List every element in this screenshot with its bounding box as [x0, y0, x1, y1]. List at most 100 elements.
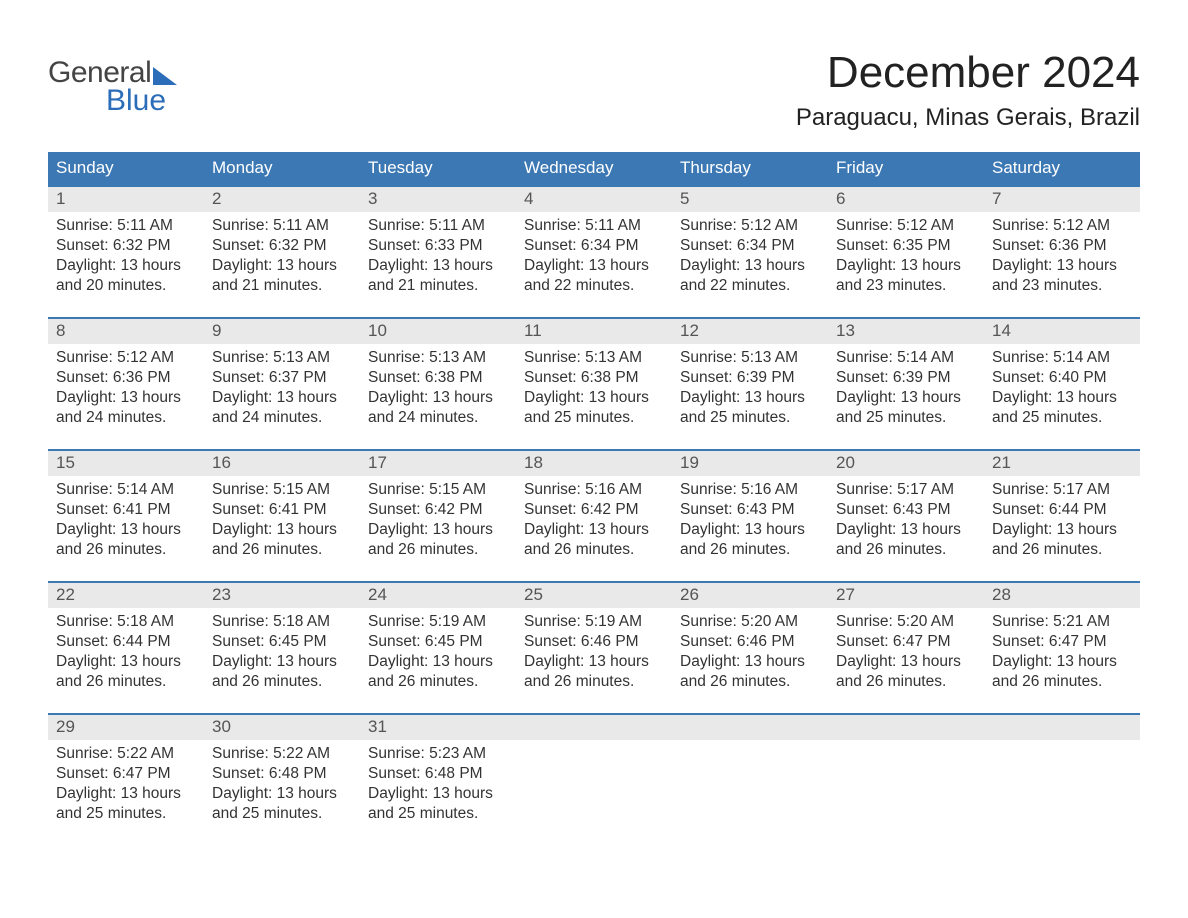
day-number-row: 21 — [984, 451, 1140, 476]
calendar-day: 25Sunrise: 5:19 AMSunset: 6:46 PMDayligh… — [516, 583, 672, 703]
daylight-text: Daylight: 13 hours and 23 minutes. — [992, 256, 1132, 296]
triangle-icon — [153, 67, 177, 85]
day-body: Sunrise: 5:13 AMSunset: 6:38 PMDaylight:… — [524, 344, 664, 429]
sunrise-text: Sunrise: 5:14 AM — [992, 348, 1132, 368]
top-bar: General Blue December 2024 Paraguacu, Mi… — [48, 48, 1140, 132]
weekday-header-row: Sunday Monday Tuesday Wednesday Thursday… — [48, 152, 1140, 185]
sunset-text: Sunset: 6:34 PM — [524, 236, 664, 256]
day-number-row: 2 — [204, 187, 360, 212]
sunrise-text: Sunrise: 5:22 AM — [56, 744, 196, 764]
day-body: Sunrise: 5:19 AMSunset: 6:45 PMDaylight:… — [368, 608, 508, 693]
weekday-header: Wednesday — [516, 152, 672, 185]
sunset-text: Sunset: 6:38 PM — [524, 368, 664, 388]
day-number: 23 — [212, 585, 231, 604]
day-number-row: 30 — [204, 715, 360, 740]
weeks-container: 1 Sunrise: 5:11 AM Sunset: 6:32 PM Daylight… — [48, 185, 1140, 835]
day-number: 30 — [212, 717, 231, 736]
title-block: December 2024 Paraguacu, Minas Gerais, B… — [796, 48, 1140, 132]
sunset-text: Sunset: 6:37 PM — [212, 368, 352, 388]
daylight-text: Daylight: 13 hours and 26 minutes. — [212, 652, 352, 692]
weekday-header: Thursday — [672, 152, 828, 185]
day-number-row: 1 — [48, 187, 204, 212]
daylight-text: Daylight: 13 hours and 26 minutes. — [368, 520, 508, 560]
calendar-week: 8Sunrise: 5:12 AMSunset: 6:36 PMDaylight… — [48, 317, 1140, 439]
daylight-text: Daylight: 13 hours and 26 minutes. — [992, 652, 1132, 692]
day-body: Sunrise: 5:22 AMSunset: 6:47 PMDaylight:… — [56, 740, 196, 825]
sunset-text: Sunset: 6:44 PM — [56, 632, 196, 652]
calendar-day: 14Sunrise: 5:14 AMSunset: 6:40 PMDayligh… — [984, 319, 1140, 439]
daylight-text: Daylight: 13 hours and 22 minutes. — [680, 256, 820, 296]
sunrise-text: Sunrise: 5:15 AM — [368, 480, 508, 500]
sunset-text: Sunset: 6:48 PM — [212, 764, 352, 784]
sunset-text: Sunset: 6:41 PM — [212, 500, 352, 520]
sunrise-text: Sunrise: 5:11 AM — [368, 216, 508, 236]
sunset-text: Sunset: 6:42 PM — [368, 500, 508, 520]
calendar-day: 31Sunrise: 5:23 AMSunset: 6:48 PMDayligh… — [360, 715, 516, 835]
daylight-text: Daylight: 13 hours and 22 minutes. — [524, 256, 664, 296]
calendar-day: 28 Sunrise: 5:21 AMSunset: 6:47 PMDayligh… — [984, 583, 1140, 703]
sunrise-text: Sunrise: 5:11 AM — [212, 216, 352, 236]
day-number: 4 — [524, 189, 533, 208]
day-number-row: 26 — [672, 583, 828, 608]
sunrise-text: Sunrise: 5:17 AM — [992, 480, 1132, 500]
sunset-text: Sunset: 6:45 PM — [212, 632, 352, 652]
day-number-row: 24 — [360, 583, 516, 608]
day-number: 3 — [368, 189, 377, 208]
daylight-text: Daylight: 13 hours and 26 minutes. — [56, 520, 196, 560]
day-body: Sunrise: 5:21 AMSunset: 6:47 PMDaylight:… — [992, 608, 1132, 693]
sunrise-text: Sunrise: 5:13 AM — [368, 348, 508, 368]
sunrise-text: Sunrise: 5:16 AM — [524, 480, 664, 500]
sunset-text: Sunset: 6:32 PM — [56, 236, 196, 256]
calendar-day: 19Sunrise: 5:16 AMSunset: 6:43 PMDayligh… — [672, 451, 828, 571]
calendar-day: 22Sunrise: 5:18 AMSunset: 6:44 PMDayligh… — [48, 583, 204, 703]
day-body: Sunrise: 5:22 AMSunset: 6:48 PMDaylight:… — [212, 740, 352, 825]
day-body: Sunrise: 5:15 AMSunset: 6:42 PMDaylight:… — [368, 476, 508, 561]
weekday-header: Sunday — [48, 152, 204, 185]
day-number-row: 31 — [360, 715, 516, 740]
daylight-text: Daylight: 13 hours and 21 minutes. — [212, 256, 352, 296]
sunrise-text: Sunrise: 5:21 AM — [992, 612, 1132, 632]
day-body: Sunrise: 5:16 AMSunset: 6:43 PMDaylight:… — [680, 476, 820, 561]
sunset-text: Sunset: 6:43 PM — [680, 500, 820, 520]
day-number: 20 — [836, 453, 855, 472]
calendar-day: 15Sunrise: 5:14 AMSunset: 6:41 PMDayligh… — [48, 451, 204, 571]
brand-logo: General Blue — [48, 48, 177, 118]
day-body: Sunrise: 5:12 AMSunset: 6:36 PMDaylight:… — [56, 344, 196, 429]
day-body: Sunrise: 5:13 AMSunset: 6:39 PMDaylight:… — [680, 344, 820, 429]
day-body: Sunrise: 5:14 AMSunset: 6:39 PMDaylight:… — [836, 344, 976, 429]
day-number-row: 27 — [828, 583, 984, 608]
sunrise-text: Sunrise: 5:13 AM — [680, 348, 820, 368]
daylight-text: Daylight: 13 hours and 26 minutes. — [836, 520, 976, 560]
sunrise-text: Sunrise: 5:14 AM — [56, 480, 196, 500]
day-number: 26 — [680, 585, 699, 604]
day-number: 28 — [992, 585, 1011, 604]
sunrise-text: Sunrise: 5:15 AM — [212, 480, 352, 500]
sunrise-text: Sunrise: 5:13 AM — [524, 348, 664, 368]
day-number: 18 — [524, 453, 543, 472]
day-number: 29 — [56, 717, 75, 736]
sunrise-text: Sunrise: 5:16 AM — [680, 480, 820, 500]
day-number: 13 — [836, 321, 855, 340]
day-body: Sunrise: 5:12 AMSunset: 6:34 PMDaylight:… — [680, 212, 820, 297]
daylight-text: Daylight: 13 hours and 24 minutes. — [212, 388, 352, 428]
day-number-row: 23 — [204, 583, 360, 608]
sunrise-text: Sunrise: 5:17 AM — [836, 480, 976, 500]
calendar-day: 12Sunrise: 5:13 AMSunset: 6:39 PMDayligh… — [672, 319, 828, 439]
day-number-row: . — [516, 715, 672, 740]
brand-text-2: Blue — [106, 84, 177, 118]
calendar-week: 15Sunrise: 5:14 AMSunset: 6:41 PMDayligh… — [48, 449, 1140, 571]
day-body: Sunrise: 5:15 AMSunset: 6:41 PMDaylight:… — [212, 476, 352, 561]
day-body: Sunrise: 5:13 AMSunset: 6:37 PMDaylight:… — [212, 344, 352, 429]
sunrise-text: Sunrise: 5:14 AM — [836, 348, 976, 368]
sunset-text: Sunset: 6:40 PM — [992, 368, 1132, 388]
day-number-row: 25 — [516, 583, 672, 608]
day-body: Sunrise: 5:11 AMSunset: 6:33 PMDaylight:… — [368, 212, 508, 297]
daylight-text: Daylight: 13 hours and 24 minutes. — [368, 388, 508, 428]
day-body: Sunrise: 5:13 AMSunset: 6:38 PMDaylight:… — [368, 344, 508, 429]
calendar-day: 29 Sunrise: 5:22 AMSunset: 6:47 PMDayligh… — [48, 715, 204, 835]
day-number: 22 — [56, 585, 75, 604]
calendar-day: 1Sunrise: 5:11 AMSunset: 6:32 PMDaylight… — [48, 187, 204, 307]
sunrise-text: Sunrise: 5:20 AM — [680, 612, 820, 632]
calendar-day: . — [984, 715, 1140, 835]
day-number-row: 17 — [360, 451, 516, 476]
